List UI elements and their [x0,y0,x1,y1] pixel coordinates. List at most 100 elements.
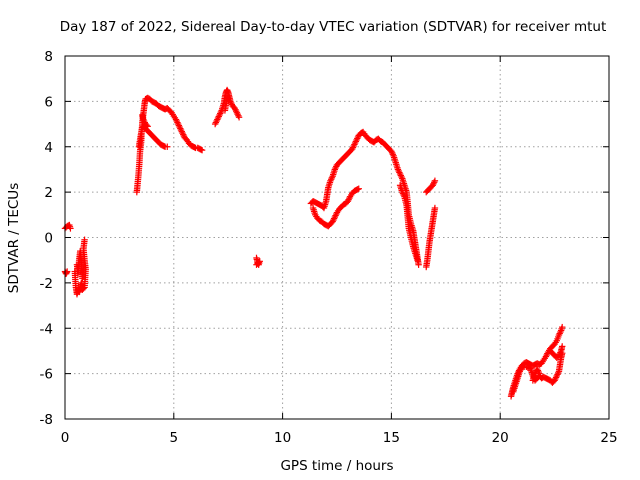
data-point [346,194,353,202]
y-tick-label: -4 [40,321,53,337]
data-point [253,261,260,268]
data-point [198,146,206,154]
data-point [213,117,220,125]
data-point [349,145,356,153]
data-point [524,364,531,371]
data-point [328,174,336,181]
data-point [394,166,402,173]
data-point [174,120,182,128]
data-point [140,117,148,125]
tick-labels: 0 5 10 15 20 25 -8 -6 -4 -2 0 2 4 6 8 [40,49,618,446]
plot-frame [64,55,610,420]
data-point [555,331,563,339]
data-point [330,215,338,222]
data-point [555,352,563,359]
data-point [536,370,543,377]
y-tick-label: 2 [44,185,53,201]
x-tick-label: 0 [61,430,70,446]
data-point [177,125,184,132]
y-tick-label: 4 [44,140,53,156]
data-point [80,266,87,273]
data-point [232,108,240,115]
data-point [227,99,235,107]
data-point [534,367,542,374]
data-point [332,212,339,219]
data-point [431,177,439,184]
data-point [533,365,541,373]
data-point [552,374,560,381]
data-point [215,113,222,120]
data-point [233,109,241,116]
data-point [543,351,550,359]
data-point [557,328,564,336]
data-point [332,164,339,172]
data-point [217,110,224,117]
data-point [542,353,550,360]
data-point [552,375,559,383]
x-axis-label: GPS time / hours [280,458,393,474]
data-point [429,182,436,189]
y-tick-label: 0 [44,231,53,247]
data-point [217,108,225,116]
data-point [352,138,360,145]
data-point [431,204,439,212]
data-point [430,179,438,186]
y-tick-label: -6 [40,367,53,383]
data-point [415,261,422,268]
data-point [557,349,564,356]
x-tick-label: 5 [170,430,179,446]
data-point [389,151,397,158]
y-tick-label: 6 [44,94,53,110]
data-point [414,256,421,264]
data-point [227,98,234,105]
data-point [344,198,352,205]
data-point [212,119,220,126]
data-point [333,210,340,218]
data-point [388,149,396,156]
data-point [172,116,180,123]
data-point [559,323,566,331]
data-point [388,148,395,155]
data-point [231,104,238,112]
data-point [396,169,403,176]
data-point [351,139,359,147]
data-point [232,106,239,113]
data-point [177,126,185,134]
data-point [555,369,562,377]
data-point [327,177,334,184]
data-point [216,111,223,119]
data-point [81,236,88,243]
x-tick-label: 20 [492,430,509,446]
data-point [176,123,183,131]
data-point [67,225,74,232]
data-point [211,120,219,128]
data-point [234,111,241,118]
data-point [353,136,360,144]
data-point [398,173,405,181]
y-tick-label: -8 [40,412,53,428]
data-point [143,121,150,129]
x-tick-label: 25 [600,430,617,446]
data-point [430,180,437,188]
data-point [354,135,361,142]
data-point [329,218,336,225]
chart-title: Day 187 of 2022, Sidereal Day-to-day VTE… [60,19,606,35]
data-point [140,116,147,123]
data-point [345,196,352,203]
data-point [144,123,151,130]
data-point [331,213,339,221]
data-point [553,372,560,380]
data-point [350,142,357,150]
data-point [254,260,261,267]
data-point [173,117,180,125]
data-point [351,141,358,148]
data-point [178,128,185,135]
data-point [556,350,563,358]
data-point [516,368,523,375]
data-point [397,172,405,179]
data-point [327,176,335,183]
data-point [554,371,561,378]
data-point [214,114,222,122]
data-point [180,131,187,138]
